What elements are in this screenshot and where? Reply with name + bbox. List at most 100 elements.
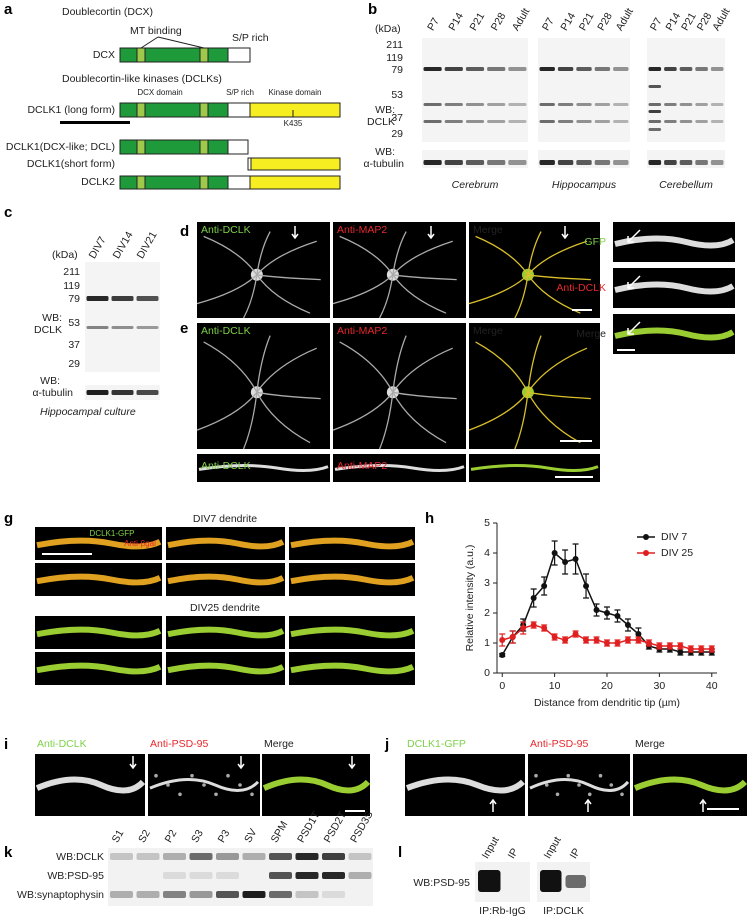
dendrite (36, 626, 162, 639)
label: (kDa) (375, 23, 401, 35)
blot-band (423, 67, 442, 71)
neurite (256, 274, 311, 314)
dendrite (290, 626, 415, 639)
data-point (604, 610, 610, 616)
puncta (598, 773, 603, 778)
blot-band (444, 103, 463, 106)
micrograph (469, 222, 600, 318)
panel-letter: g (4, 510, 13, 527)
lane-label: S1 (110, 828, 127, 845)
blot-band (539, 67, 555, 71)
label: WB: (40, 375, 60, 387)
label: α-tubulin (32, 387, 73, 399)
neurite (392, 335, 407, 393)
blot-band (423, 160, 442, 165)
dcx-repeat (136, 175, 146, 190)
lane-label: P14 (558, 11, 578, 33)
lane-label: P3 (216, 828, 233, 845)
neurite (256, 347, 317, 393)
label: S/P rich (226, 88, 254, 97)
lane-label: Input (480, 835, 502, 861)
lane-label: P7 (425, 16, 442, 33)
arrow (427, 226, 435, 240)
data-point (551, 550, 558, 556)
arrow (291, 226, 299, 240)
neurite (242, 392, 258, 450)
scale-bar (707, 808, 739, 810)
blot-band (110, 853, 133, 860)
label: DCLK (34, 324, 62, 336)
blot-band (136, 390, 159, 395)
dendrite (614, 327, 735, 341)
blot-band (163, 853, 186, 860)
puncta (534, 773, 538, 778)
data-point (530, 622, 537, 628)
label: WB: (375, 104, 395, 116)
mw-marker: 119 (386, 52, 403, 64)
blot-band (710, 120, 724, 123)
neurite (378, 274, 394, 319)
panel-letter: d (180, 223, 189, 240)
label: WB:DCLK (56, 851, 104, 863)
arrow (627, 321, 641, 335)
blot (538, 38, 630, 142)
lane-label: Adult (510, 6, 532, 33)
label: DCLK2 (81, 176, 115, 188)
blot-band (576, 120, 592, 123)
blot-band (189, 853, 213, 860)
label: DIV25 dendrite (190, 602, 260, 614)
blot-band (613, 67, 629, 71)
label: α-tubulin (363, 158, 404, 170)
neurite (392, 391, 447, 444)
scale-bar (555, 476, 593, 478)
mw-marker: 29 (68, 358, 80, 370)
blot-band (557, 67, 574, 71)
blot-band (648, 128, 662, 131)
data-point (583, 583, 590, 589)
puncta (190, 773, 194, 778)
dcx-repeat (199, 139, 209, 155)
panel-letter: l (398, 844, 402, 861)
blot-band (557, 160, 574, 165)
blot-band (111, 296, 134, 301)
blot-band (664, 120, 677, 123)
lane-label: P7 (540, 16, 557, 33)
channel-label: DCLK1-GFP (407, 738, 466, 750)
micrograph (333, 222, 466, 318)
neurite (527, 231, 542, 275)
blot-band (557, 120, 574, 123)
data-point (562, 559, 569, 565)
blot-band (269, 853, 292, 860)
channel-label: Anti-MAP2 (337, 224, 387, 236)
data-point (499, 652, 506, 658)
blot-band (86, 296, 109, 301)
lane-label: P21 (467, 11, 487, 33)
x-tick-label: 30 (654, 680, 666, 692)
neurite (392, 274, 457, 281)
kinase-domain (249, 102, 341, 118)
channel-label: Anti-DCLK (201, 224, 251, 236)
blot-band (710, 103, 724, 106)
micrograph (469, 323, 600, 449)
blot-band (679, 103, 693, 106)
channel-label: Merge (473, 325, 503, 337)
blot-band (664, 103, 677, 106)
channel-label: Merge (635, 738, 665, 750)
y-tick-label: 4 (484, 547, 490, 559)
blot-band (540, 870, 562, 892)
blot-band (111, 390, 134, 395)
blot-band (86, 390, 109, 395)
blot-band (576, 103, 592, 106)
neurite (527, 391, 591, 400)
blot-band (136, 853, 160, 860)
blot-band (594, 103, 611, 106)
x-axis-label: Distance from dendritic tip (µm) (534, 697, 680, 709)
channel-label: Anti-DCLK (556, 282, 606, 294)
data-point (562, 637, 569, 643)
panel-letter: a (4, 1, 13, 18)
blot-band (295, 872, 319, 879)
blot-band (565, 875, 586, 888)
blot-band (648, 160, 662, 165)
dendrite (36, 537, 162, 550)
